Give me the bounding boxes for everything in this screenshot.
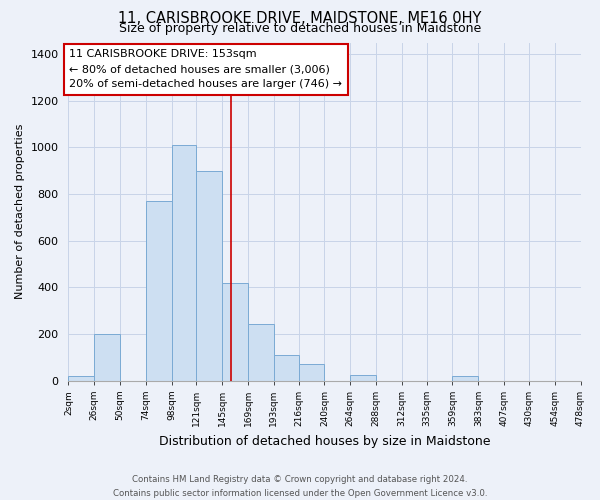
Bar [172, 145, 196, 381]
Bar [452, 376, 478, 381]
Bar [68, 376, 94, 381]
Text: 11 CARISBROOKE DRIVE: 153sqm
← 80% of detached houses are smaller (3,006)
20% of: 11 CARISBROOKE DRIVE: 153sqm ← 80% of de… [70, 50, 343, 89]
Bar [248, 324, 274, 381]
Text: 11, CARISBROOKE DRIVE, MAIDSTONE, ME16 0HY: 11, CARISBROOKE DRIVE, MAIDSTONE, ME16 0… [118, 11, 482, 26]
X-axis label: Distribution of detached houses by size in Maidstone: Distribution of detached houses by size … [159, 434, 490, 448]
Bar [146, 201, 172, 381]
Y-axis label: Number of detached properties: Number of detached properties [15, 124, 25, 300]
Bar [222, 283, 248, 381]
Text: Contains HM Land Registry data © Crown copyright and database right 2024.
Contai: Contains HM Land Registry data © Crown c… [113, 476, 487, 498]
Bar [94, 334, 120, 381]
Text: Size of property relative to detached houses in Maidstone: Size of property relative to detached ho… [119, 22, 481, 35]
Bar [196, 171, 222, 381]
Bar [274, 355, 299, 381]
Bar [299, 364, 325, 381]
Bar [350, 375, 376, 381]
